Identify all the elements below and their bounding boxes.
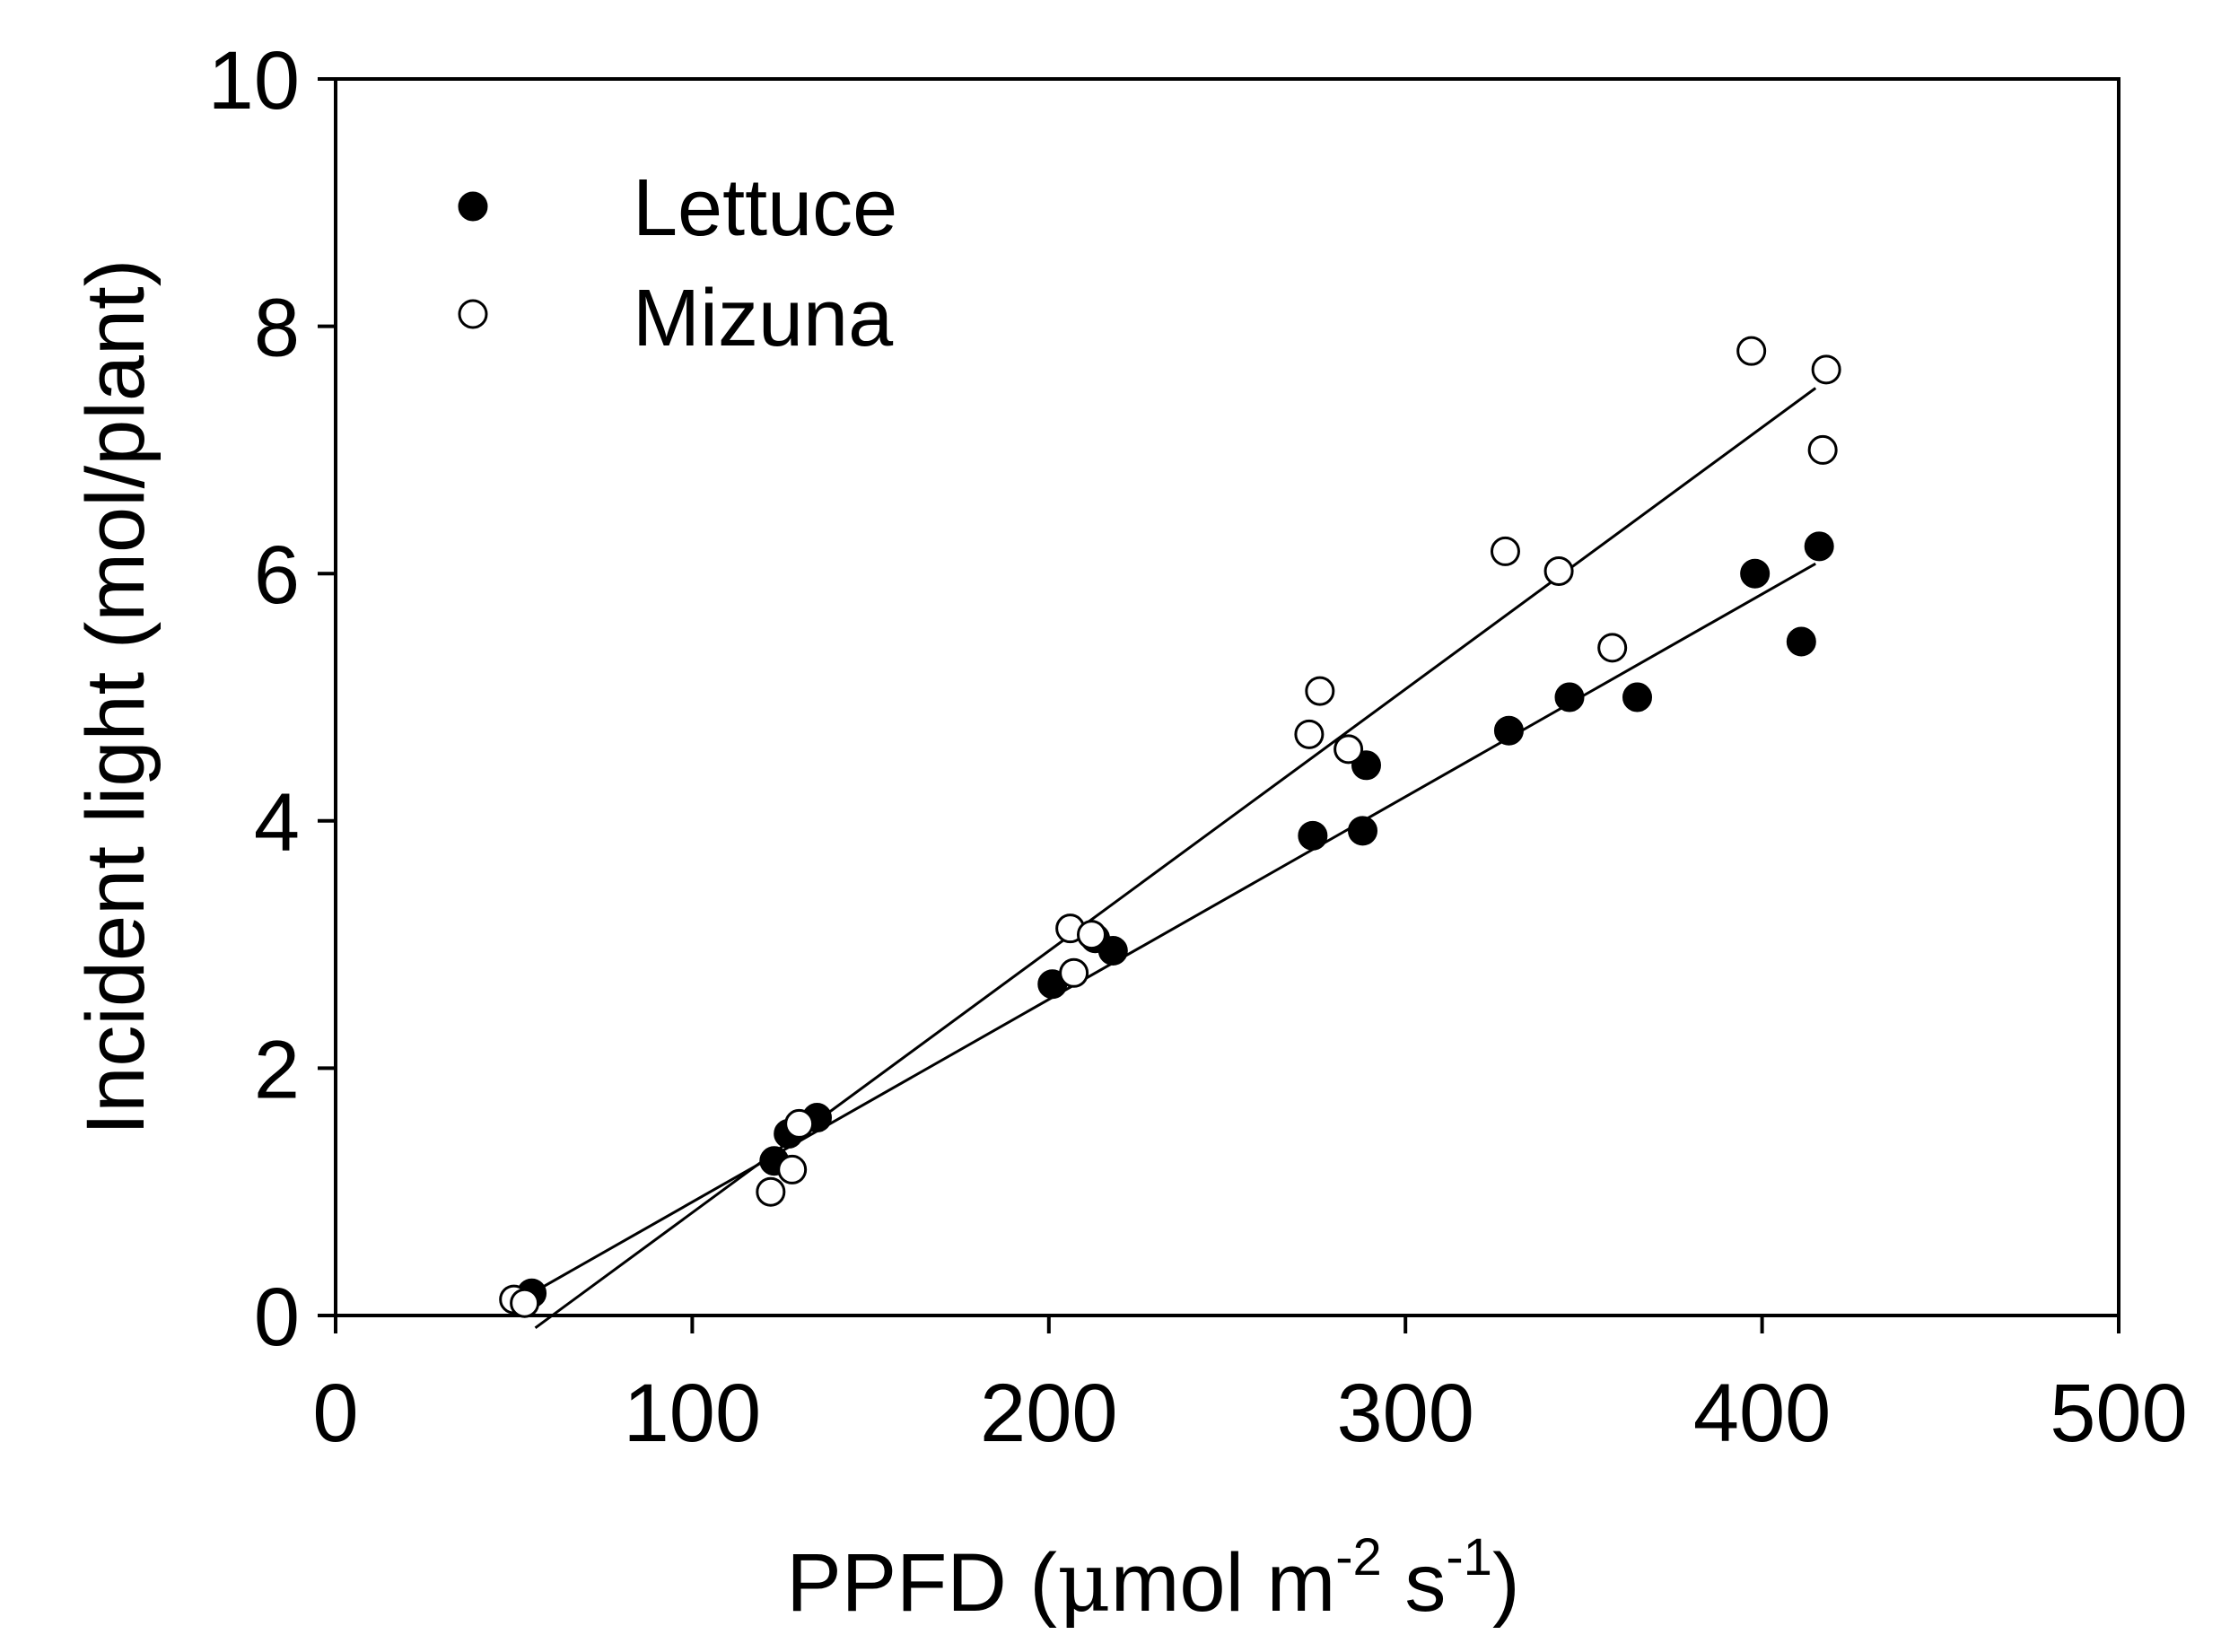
legend-marker-mizuna	[458, 299, 488, 329]
point-lettuce	[1740, 558, 1771, 589]
x-axis-label-mu: μ	[1057, 1534, 1111, 1630]
point-mizuna	[1597, 633, 1628, 663]
legend-marker-lettuce	[458, 191, 488, 222]
x-axis-label-suffix: )	[1492, 1537, 1520, 1629]
y-tick-label: 8	[254, 283, 300, 374]
fit-line-mizuna	[534, 387, 1817, 1329]
legend-label-mizuna: Mizuna	[633, 274, 894, 363]
point-mizuna	[1333, 734, 1364, 765]
x-axis-label-unit-a: mol m	[1111, 1537, 1335, 1629]
y-axis: 0 2 4 6 8 10	[208, 35, 336, 1363]
x-tick-label: 100	[624, 1368, 762, 1459]
y-tick-label: 0	[254, 1272, 300, 1363]
x-axis-label-exp-b: -1	[1446, 1528, 1492, 1586]
point-mizuna	[1811, 354, 1841, 385]
point-mizuna	[510, 1288, 540, 1318]
point-mizuna	[1294, 719, 1325, 749]
x-axis-label-unit-b: s	[1382, 1537, 1447, 1629]
y-tick-label: 6	[254, 529, 300, 621]
point-mizuna	[777, 1154, 808, 1184]
point-lettuce	[1554, 682, 1585, 712]
x-tick-label: 200	[980, 1368, 1118, 1459]
point-lettuce	[1493, 715, 1524, 746]
legend-label-lettuce: Lettuce	[633, 163, 897, 253]
legend: Lettuce Mizuna	[458, 163, 897, 363]
point-mizuna	[784, 1108, 815, 1139]
point-mizuna	[756, 1176, 786, 1207]
x-tick-label: 300	[1336, 1368, 1474, 1459]
y-tick-label: 10	[208, 35, 300, 127]
x-tick-label: 500	[2050, 1368, 2188, 1459]
point-mizuna	[1305, 676, 1335, 706]
x-axis: 0 100 200 300 400 500	[312, 1315, 2188, 1459]
x-tick-label: 400	[1693, 1368, 1832, 1459]
point-mizuna	[1490, 536, 1520, 566]
y-tick-label: 4	[254, 777, 300, 869]
point-lettuce	[1348, 816, 1378, 846]
point-mizuna	[1807, 434, 1838, 465]
fit-line-lettuce	[530, 562, 1816, 1295]
x-axis-label-exp-a: -2	[1335, 1528, 1382, 1586]
x-tick-label: 0	[312, 1368, 358, 1459]
x-axis-label: PPFD (μmol m-2 s-1)	[786, 1528, 1519, 1630]
plot-frame	[334, 77, 2120, 1317]
point-lettuce	[1622, 682, 1653, 712]
point-mizuna	[1543, 555, 1574, 586]
point-mizuna	[1076, 920, 1106, 950]
data-points	[499, 336, 1841, 1318]
point-mizuna	[1736, 336, 1767, 366]
point-mizuna	[1059, 957, 1089, 988]
fit-lines	[530, 387, 1817, 1329]
point-lettuce	[1298, 820, 1328, 851]
point-lettuce	[1097, 935, 1128, 966]
point-lettuce	[1786, 626, 1816, 657]
y-tick-label: 2	[254, 1024, 300, 1115]
point-lettuce	[1804, 531, 1834, 562]
y-axis-label: Incident light (mol/plant)	[70, 259, 162, 1136]
x-axis-label-prefix: PPFD (	[786, 1537, 1057, 1629]
